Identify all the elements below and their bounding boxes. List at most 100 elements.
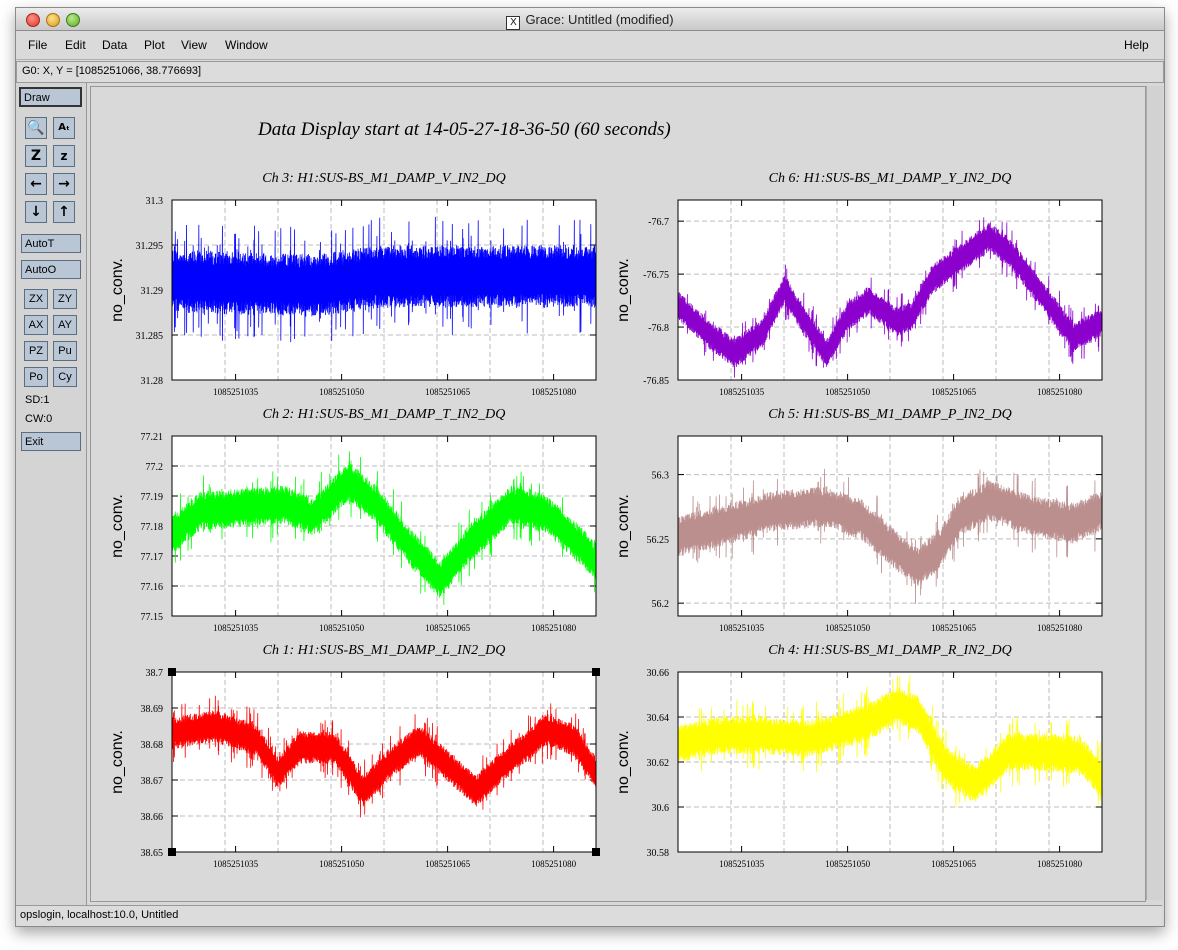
menu-help[interactable]: Help — [1124, 38, 1149, 52]
autot-button[interactable]: AutoT — [21, 234, 81, 253]
x-tick-label: 1085251080 — [531, 623, 577, 633]
y-tick-label: 77.16 — [141, 582, 164, 593]
zoom-y-icon[interactable]: z — [53, 145, 75, 167]
y-axis-label: no_conv. — [109, 730, 126, 794]
ax-button[interactable]: AX — [24, 315, 48, 335]
y-tick-label: 38.66 — [141, 812, 164, 823]
coordinate-readout: G0: X, Y = [1085251066, 38.776693] — [22, 65, 202, 77]
title-bar[interactable]: X Grace: Untitled (modified) — [16, 8, 1164, 31]
plot-frame — [677, 671, 1103, 853]
y-tick-label: 77.21 — [141, 432, 164, 443]
grace-window: X Grace: Untitled (modified) File Edit Da… — [15, 7, 1165, 927]
y-tick-label: 77.19 — [141, 492, 164, 503]
x-tick-label: 1085251035 — [719, 859, 765, 869]
x-tick-label: 1085251080 — [1037, 859, 1083, 869]
y-tick-label: 56.25 — [647, 535, 670, 546]
y-axis-label: no_conv. — [615, 494, 632, 558]
x-tick-label: 1085251050 — [825, 623, 871, 633]
x-tick-label: 1085251065 — [931, 623, 977, 633]
x-tick-label: 1085251050 — [319, 623, 365, 633]
x-tick-label: 1085251050 — [825, 859, 871, 869]
series-line — [171, 695, 597, 818]
vertical-scrollbar[interactable] — [1146, 86, 1163, 900]
x-tick-label: 1085251050 — [319, 387, 365, 397]
plot-frame — [677, 435, 1103, 617]
cy-button[interactable]: Cy — [53, 367, 77, 387]
coordinate-readout-bar: G0: X, Y = [1085251066, 38.776693] — [16, 61, 1164, 83]
x-tick-label: 1085251080 — [531, 387, 577, 397]
x-tick-label: 1085251065 — [425, 387, 471, 397]
menu-edit[interactable]: Edit — [65, 38, 86, 52]
draw-button[interactable]: Draw — [19, 87, 82, 107]
zy-button[interactable]: ZY — [53, 289, 77, 309]
pu-button[interactable]: Pu — [53, 341, 77, 361]
y-tick-label: 77.15 — [141, 612, 164, 623]
menu-window[interactable]: Window — [225, 38, 268, 52]
y-tick-label: 31.295 — [136, 241, 164, 252]
y-tick-label: 38.65 — [141, 848, 164, 859]
zoom-x-icon[interactable]: Z — [25, 145, 47, 167]
menu-plot[interactable]: Plot — [144, 38, 165, 52]
status-text: opslogin, localhost:10.0, Untitled — [20, 909, 179, 921]
po-button[interactable]: Po — [24, 367, 48, 387]
zx-button[interactable]: ZX — [24, 289, 48, 309]
chart-title: Ch 2: H1:SUS-BS_M1_DAMP_T_IN2_DQ — [263, 407, 506, 422]
selection-handle — [592, 848, 600, 856]
y-tick-label: -76.7 — [648, 217, 669, 228]
y-tick-label: 30.6 — [652, 803, 670, 814]
tool-panel: Draw 🔍 Aₜ Z z ← → ↓ ↑ AutoT AutoO ZX ZY … — [16, 83, 87, 905]
y-tick-label: -76.75 — [643, 270, 669, 281]
x-tick-label: 1085251035 — [213, 859, 259, 869]
arrow-down-icon[interactable]: ↓ — [25, 201, 47, 223]
y-tick-label: 56.3 — [652, 471, 670, 482]
menu-view[interactable]: View — [181, 38, 207, 52]
x-tick-label: 1085251080 — [1037, 387, 1083, 397]
y-axis-label: no_conv. — [109, 258, 126, 322]
y-tick-label: 31.29 — [141, 286, 164, 297]
y-tick-label: 38.69 — [141, 704, 164, 715]
arrow-up-icon[interactable]: ↑ — [53, 201, 75, 223]
y-tick-label: 30.64 — [647, 713, 670, 724]
series-line — [171, 216, 597, 343]
stack-depth-label: SD:1 — [25, 394, 50, 406]
y-tick-label: 77.18 — [141, 522, 164, 533]
pz-button[interactable]: PZ — [24, 341, 48, 361]
series-line — [677, 674, 1103, 808]
plot-frame — [171, 199, 597, 381]
x-tick-label: 1085251065 — [425, 623, 471, 633]
arrow-left-icon[interactable]: ← — [25, 173, 47, 195]
y-tick-label: 31.28 — [141, 376, 164, 387]
y-tick-label: 30.66 — [647, 668, 670, 679]
menu-file[interactable]: File — [28, 38, 48, 52]
plot-frame — [677, 199, 1103, 381]
y-tick-label: 38.7 — [146, 668, 164, 679]
zoom-window-button[interactable] — [66, 13, 80, 27]
series-line — [171, 451, 597, 606]
arrow-right-icon[interactable]: → — [53, 173, 75, 195]
autoo-button[interactable]: AutoO — [21, 260, 81, 279]
zoom-icon[interactable]: 🔍 — [25, 117, 47, 139]
selection-handle — [168, 668, 176, 676]
x-tick-label: 1085251065 — [425, 859, 471, 869]
x-tick-label: 1085251035 — [213, 387, 259, 397]
exit-button[interactable]: Exit — [21, 432, 81, 451]
y-tick-label: 56.2 — [652, 599, 670, 610]
y-tick-label: 77.17 — [141, 552, 164, 563]
x-tick-label: 1085251080 — [1037, 623, 1083, 633]
menu-data[interactable]: Data — [102, 38, 128, 52]
minimize-window-button[interactable] — [46, 13, 60, 27]
y-axis-label: no_conv. — [615, 258, 632, 322]
close-window-button[interactable] — [26, 13, 40, 27]
status-bar: opslogin, localhost:10.0, Untitled — [16, 905, 1162, 926]
chart-title: Ch 3: H1:SUS-BS_M1_DAMP_V_IN2_DQ — [262, 171, 505, 186]
x-tick-label: 1085251065 — [931, 859, 977, 869]
text-icon[interactable]: Aₜ — [53, 117, 75, 139]
y-axis-label: no_conv. — [109, 494, 126, 558]
y-axis-label: no_conv. — [615, 730, 632, 794]
chart-title: Ch 1: H1:SUS-BS_M1_DAMP_L_IN2_DQ — [263, 643, 506, 658]
ay-button[interactable]: AY — [53, 315, 77, 335]
plot-canvas[interactable]: Data Display start at 14-05-27-18-36-50 … — [90, 86, 1146, 902]
y-tick-label: 77.2 — [146, 462, 164, 473]
plot-frame — [171, 435, 597, 617]
y-tick-label: 31.3 — [146, 196, 164, 207]
